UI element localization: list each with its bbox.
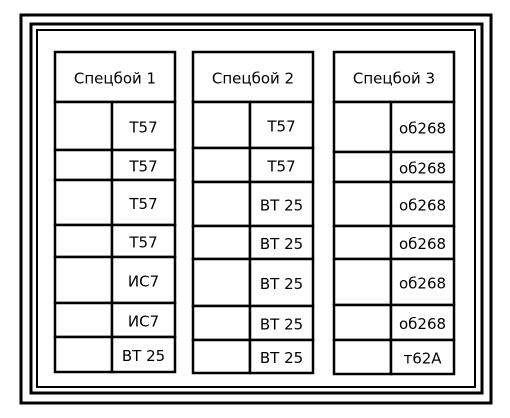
label-cell [110, 100, 177, 152]
cell-label: об268 [399, 235, 446, 253]
label-cell [389, 338, 456, 376]
empty-cell [332, 150, 393, 184]
empty-cell [332, 100, 393, 154]
cell-label: Т57 [128, 158, 157, 176]
cell-label: ВТ 25 [260, 197, 303, 215]
empty-cell [53, 178, 114, 227]
empty-cell [332, 224, 393, 261]
label-cell [110, 335, 177, 374]
cell-label: ВТ 25 [260, 349, 303, 367]
empty-cell [191, 304, 252, 342]
middle-frame [29, 22, 484, 395]
empty-cell [53, 223, 114, 259]
label-cell [389, 100, 456, 154]
cell-label: Т57 [128, 119, 157, 137]
cell-label: ВТ 25 [122, 347, 165, 365]
empty-cell [53, 255, 114, 305]
empty-cell [53, 335, 114, 374]
column-title: Спецбой 3 [353, 70, 435, 88]
cell-label: Т57 [128, 234, 157, 252]
cell-label: об268 [399, 275, 446, 293]
empty-cell [332, 303, 393, 342]
cell-label: ВТ 25 [260, 235, 303, 253]
label-cell [248, 304, 315, 342]
cell-label: ВТ 25 [260, 275, 303, 293]
empty-cell [53, 100, 114, 152]
cell-label: ИС7 [128, 273, 159, 291]
label-cell [389, 150, 456, 184]
cell-label: т62А [403, 350, 442, 368]
empty-cell [191, 224, 252, 261]
cell-label: об268 [399, 160, 446, 178]
label-cell [248, 257, 315, 308]
empty-cell [332, 338, 393, 376]
empty-cell [191, 257, 252, 308]
label-cell [110, 148, 177, 182]
column-title: Спецбой 1 [74, 70, 156, 88]
label-cell [110, 255, 177, 305]
empty-cell [332, 257, 393, 307]
column-title: Спецбой 2 [212, 70, 294, 88]
label-cell [248, 146, 315, 184]
cell-label: об268 [399, 197, 446, 215]
empty-cell [191, 100, 252, 150]
empty-cell [53, 148, 114, 182]
cell-label: Т57 [266, 118, 295, 136]
cell-label: об268 [399, 120, 446, 138]
cell-label: ВТ 25 [260, 316, 303, 334]
empty-cell [191, 146, 252, 184]
cell-label: об268 [399, 315, 446, 333]
cell-label: ИС7 [128, 313, 159, 331]
label-cell [248, 338, 315, 375]
empty-cell [332, 180, 393, 228]
inner-frame [36, 29, 476, 388]
outer-frame [19, 13, 493, 405]
empty-cell [191, 180, 252, 228]
cell-label: Т57 [128, 195, 157, 213]
empty-cell [191, 338, 252, 375]
label-cell [248, 180, 315, 228]
label-cell [110, 223, 177, 259]
label-cell [248, 100, 315, 150]
empty-cell [53, 301, 114, 339]
cell-label: Т57 [266, 158, 295, 176]
column-header [332, 50, 456, 104]
